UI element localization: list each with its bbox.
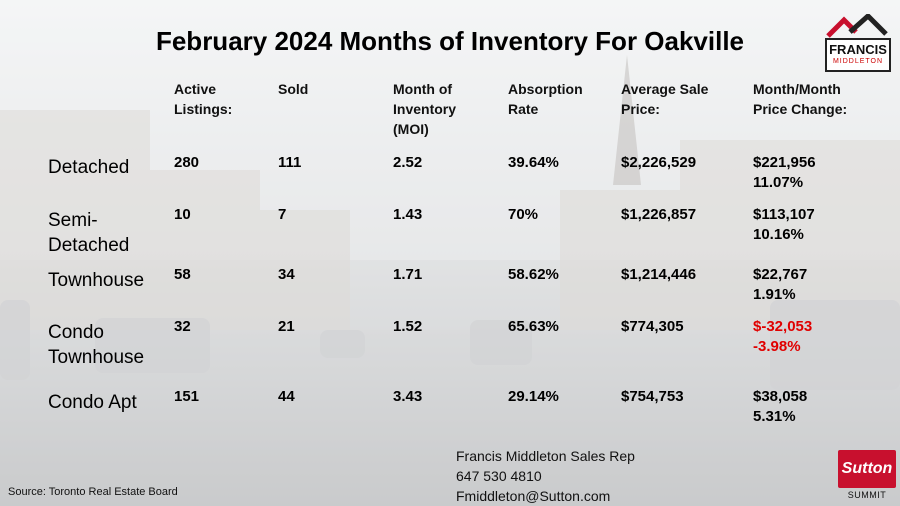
- page-title: February 2024 Months of Inventory For Oa…: [155, 26, 745, 56]
- cell-sold: 21: [278, 318, 295, 335]
- cell-moi: 1.71: [393, 266, 423, 283]
- header-moi: Month of Inventory (MOI): [393, 81, 457, 137]
- row-label-semi-detached: Semi- Detached: [48, 210, 130, 256]
- row-label-condo-townhouse: Condo Townhouse: [48, 322, 145, 368]
- cell-avg-price: $1,226,857: [621, 206, 697, 223]
- sutton-summit-logo: Sutton SUMMIT: [838, 450, 896, 502]
- header-price-change: Month/Month Price Change:: [753, 81, 848, 117]
- source-note: Source: Toronto Real Estate Board: [8, 486, 178, 498]
- cell-active: 151: [174, 388, 200, 405]
- cell-absorption: 39.64%: [508, 154, 559, 171]
- row-label-townhouse: Townhouse: [48, 270, 145, 291]
- cell-moi: 1.43: [393, 206, 423, 223]
- logo-sub: MIDDLETON: [832, 58, 884, 65]
- cell-sold: 111: [278, 154, 302, 171]
- cell-price-change: $38,058 5.31%: [753, 388, 808, 425]
- contact-block: Francis Middleton Sales Rep 647 530 4810…: [456, 446, 635, 506]
- cell-price-change: $221,956 11.07%: [753, 154, 816, 191]
- cell-avg-price: $2,226,529: [621, 154, 697, 171]
- contact-phone: 647 530 4810: [456, 468, 542, 484]
- cell-sold: 44: [278, 388, 295, 405]
- cell-moi: 3.43: [393, 388, 423, 405]
- cell-absorption: 58.62%: [508, 266, 559, 283]
- cell-active: 280: [174, 154, 200, 171]
- header-average-sale-price: Average Sale Price:: [621, 81, 709, 117]
- cell-avg-price: $754,753: [621, 388, 684, 405]
- sutton-logo-text: Sutton: [838, 450, 896, 488]
- cell-sold: 7: [278, 206, 287, 223]
- cell-absorption: 70%: [508, 206, 539, 223]
- cell-price-change: $113,107 10.16%: [753, 206, 815, 243]
- header-active-listings: Active Listings:: [174, 81, 233, 117]
- cell-active: 32: [174, 318, 191, 335]
- cell-price-change: $22,767 1.91%: [753, 266, 808, 303]
- cell-active: 10: [174, 206, 191, 223]
- cell-sold: 34: [278, 266, 295, 283]
- summit-logo-text: SUMMIT: [847, 490, 887, 500]
- contact-email: Fmiddleton@Sutton.com: [456, 488, 611, 504]
- header-absorption-rate: Absorption Rate: [508, 81, 583, 117]
- row-label-detached: Detached: [48, 157, 130, 178]
- cell-active: 58: [174, 266, 191, 283]
- cell-avg-price: $1,214,446: [621, 266, 697, 283]
- cell-moi: 1.52: [393, 318, 423, 335]
- row-label-condo-apt: Condo Apt: [48, 392, 137, 413]
- cell-price-change-negative: $-32,053 -3.98%: [753, 318, 813, 355]
- cell-avg-price: $774,305: [621, 318, 684, 335]
- header-sold: Sold: [278, 81, 309, 97]
- cell-moi: 2.52: [393, 154, 423, 171]
- cell-absorption: 29.14%: [508, 388, 559, 405]
- logo-name: FRANCIS: [829, 42, 887, 57]
- francis-middleton-logo: FRANCIS MIDDLETON: [822, 14, 892, 72]
- house-roof-icon: [826, 14, 888, 38]
- cell-absorption: 65.63%: [508, 318, 559, 335]
- contact-name: Francis Middleton Sales Rep: [456, 448, 635, 464]
